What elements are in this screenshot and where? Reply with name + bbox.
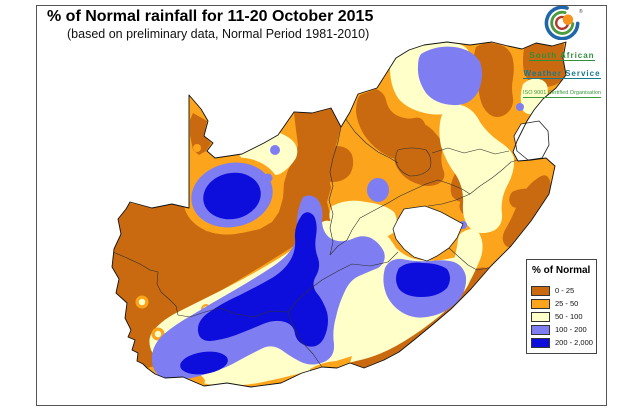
region-deepblue-karoo-band: [197, 212, 328, 347]
region-blue-dot-nw-2: [263, 173, 273, 183]
saws-logo: ® South African Weather Service ISO 9001…: [517, 5, 607, 99]
region-dark-gauteng: [393, 120, 445, 186]
region-deepblue-nc-core: [203, 172, 261, 220]
legend-row: 50 - 100: [531, 310, 593, 323]
page-title: % of Normal rainfall for 11-20 October 2…: [47, 8, 374, 25]
legend-swatch-50-100: [531, 311, 550, 322]
legend-label-100-200: 100 - 200: [555, 325, 587, 334]
province-border-wc-ec: [287, 311, 323, 368]
page-subtitle: (based on preliminary data, Normal Perio…: [67, 27, 370, 41]
province-border-mp-kzn: [469, 159, 519, 195]
region-dark-kzn-coast: [502, 175, 551, 248]
legend-title: % of Normal: [532, 265, 591, 276]
province-border-limpopo-nw: [344, 117, 399, 164]
province-border-vaal: [329, 179, 471, 256]
logo-tagline: ISO 9001 Certified Organisation: [523, 90, 601, 98]
province-border-kzn-ec: [448, 247, 489, 271]
province-border-fs-east: [427, 193, 471, 207]
province-border-nc-nw: [328, 126, 342, 256]
legend-swatch-100-200: [531, 324, 550, 335]
region-blue-limpopo-blob: [417, 46, 483, 106]
legend-swatch-0-25: [531, 285, 550, 296]
saws-swoosh-icon: ®: [544, 5, 583, 41]
country-border: [111, 41, 567, 388]
legend-row: 100 - 200: [531, 323, 593, 336]
region-yellow-dot-1: [138, 298, 146, 306]
legend-row: 200 - 2,000: [531, 336, 593, 349]
region-dark-limpopo-ne-a: [473, 43, 514, 117]
province-border-limpopo-mp: [431, 147, 510, 155]
region-orange-coast-strip-east: [310, 356, 352, 372]
region-deepblue-sw-blob: [180, 351, 228, 375]
region-blue-kruger-dot: [516, 103, 524, 111]
region-yellow-mpumalanga: [439, 104, 515, 234]
province-border-orange-river: [287, 251, 399, 313]
logo-line-1: South African: [529, 51, 595, 61]
legend-label-50-100: 50 - 100: [555, 312, 583, 321]
region-deepblue-lesotho-south-core: [396, 262, 450, 297]
legend-row: 25 - 50: [531, 297, 593, 310]
legend-label-200-2000: 200 - 2,000: [555, 338, 593, 347]
region-blue-dot-nw-1: [270, 145, 280, 155]
lesotho-cutout: [392, 205, 464, 262]
logo-line-2: Weather Service: [523, 69, 601, 79]
legend-label-25-50: 25 - 50: [555, 299, 579, 308]
registered-mark: ®: [579, 8, 583, 15]
region-yellow-dot-2: [154, 330, 162, 338]
legend-label-0-25: 0 - 25: [555, 286, 575, 295]
swaziland-cutout: [513, 120, 550, 161]
region-dark-west: [112, 108, 341, 368]
legend-swatch-25-50: [531, 298, 550, 309]
legend-row: 0 - 25: [531, 284, 593, 297]
region-orange-richtersveld-dot: [193, 144, 201, 152]
map-legend: % of Normal 0 - 25 25 - 50 50 - 100 100 …: [526, 259, 597, 354]
region-blue-freestate-blob: [367, 178, 389, 202]
province-border-wc-nc: [112, 251, 289, 318]
region-orange-richtersveld-cap: [189, 95, 201, 114]
region-dark-kzn-inland: [509, 188, 537, 209]
region-dark-limpopo-ne-b: [523, 42, 566, 87]
legend-swatch-200-2000: [531, 337, 550, 348]
province-border-gauteng: [395, 147, 432, 177]
